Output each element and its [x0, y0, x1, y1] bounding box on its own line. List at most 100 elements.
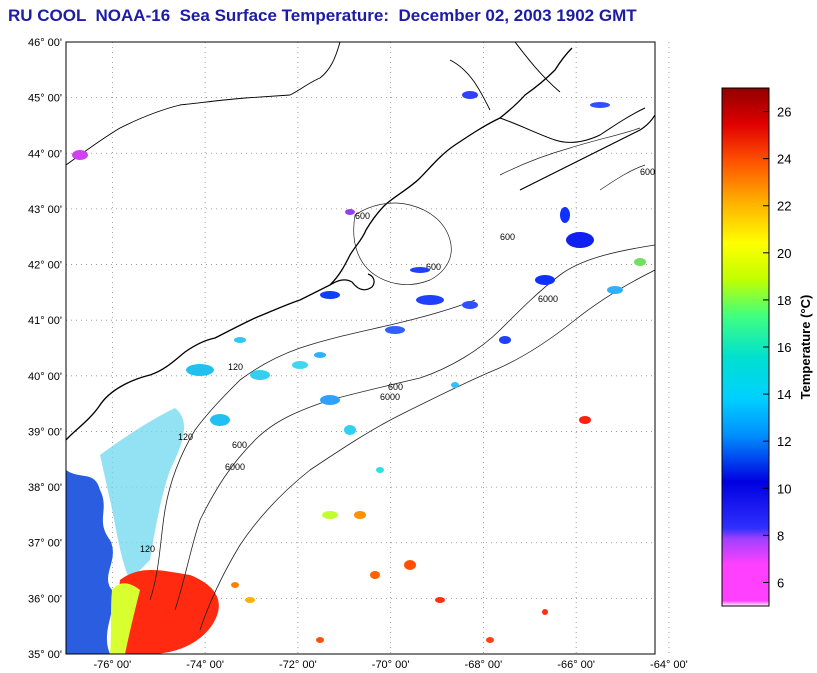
- lat-label: 38° 00': [28, 482, 62, 494]
- colorbar-ticks: 26 24 22 20 18 16 14 12 10 8 6: [763, 105, 791, 590]
- sst-patch: [566, 232, 594, 248]
- isobath-label-120c: 120: [140, 544, 155, 554]
- isobath-label-120: 120: [228, 362, 243, 372]
- state-border-north: [289, 42, 341, 96]
- sst-patch: [376, 467, 384, 473]
- colorbar-tick-label: 26: [777, 105, 791, 120]
- gulf-of-maine-isobath: [353, 202, 452, 285]
- lat-label: 43° 00': [28, 204, 62, 216]
- map-content: 120 600 6000 600 6000 120 120 600 600 60…: [66, 42, 655, 654]
- isobath-label-600d: 600: [426, 262, 441, 272]
- colorbar-tick-label: 12: [777, 434, 791, 449]
- lat-label: 40° 00': [28, 371, 62, 383]
- lon-label: -74° 00': [186, 659, 224, 671]
- sst-patch: [634, 258, 646, 266]
- chesapeake-bay-water: [66, 470, 114, 654]
- sst-patch: [404, 560, 416, 570]
- sst-patch: [210, 414, 230, 426]
- cape-hatteras-warm-water: [116, 570, 219, 654]
- lat-label: 42° 00': [28, 260, 62, 272]
- lon-label: -68° 00': [465, 659, 503, 671]
- lon-label: -64° 00': [650, 659, 688, 671]
- state-border-ne: [449, 42, 561, 111]
- lon-label: -72° 00': [279, 659, 317, 671]
- sst-patch: [322, 511, 338, 519]
- sst-patch: [607, 286, 623, 294]
- colorbar-tick-label: 6: [777, 575, 784, 590]
- sst-patch: [416, 295, 444, 305]
- sst-patch: [435, 597, 445, 603]
- bay-of-fundy-coast: [499, 107, 646, 143]
- sst-patch: [234, 337, 246, 343]
- sst-patch: [499, 336, 511, 344]
- coastal-shelf-water-cyan: [100, 408, 185, 580]
- sst-patch: [314, 352, 326, 358]
- sst-patch: [320, 291, 340, 299]
- isobath-label-600e: 600: [355, 211, 370, 221]
- colorbar-tick-label: 20: [777, 246, 791, 261]
- colorbar-tick-label: 16: [777, 340, 791, 355]
- lat-label: 37° 00': [28, 538, 62, 550]
- longitude-labels: -76° 00' -74° 00' -72° 00' -70° 00' -68° 00'…: [94, 659, 688, 671]
- sst-patch: [385, 326, 405, 334]
- isobath-label-120b: 120: [178, 432, 193, 442]
- isobath-120: [149, 299, 476, 601]
- map-frame: [65, 41, 656, 655]
- sst-patch: [486, 637, 494, 643]
- sst-patch: [542, 609, 548, 615]
- sst-patch: [462, 91, 478, 99]
- sst-patches: [72, 91, 646, 643]
- sst-patch: [590, 102, 610, 108]
- graticule: [66, 42, 670, 654]
- nova-scotia-coast: [519, 114, 655, 191]
- sst-patch: [231, 582, 239, 588]
- sst-patch: [345, 209, 355, 215]
- coastline: [66, 47, 573, 441]
- isobath-600: [174, 244, 655, 611]
- isobath-label-600: 600: [232, 440, 247, 450]
- colorbar-tick-label: 8: [777, 528, 784, 543]
- lat-label: 36° 00': [28, 593, 62, 605]
- sst-patch: [245, 597, 255, 603]
- sst-patch: [186, 364, 214, 376]
- sst-patch: [354, 511, 366, 519]
- lon-label: -76° 00': [94, 659, 132, 671]
- latitude-labels: 46° 00' 45° 00' 44° 00' 43° 00' 42° 00' 41° 0…: [28, 37, 62, 661]
- scotian-shelf-isobath: [499, 127, 646, 191]
- isobath-label-600b: 600: [388, 382, 403, 392]
- isobath-label-6000: 6000: [380, 392, 400, 402]
- lon-label: -70° 00': [372, 659, 410, 671]
- sst-patch: [535, 275, 555, 285]
- isobath-label-6000c: 6000: [538, 294, 558, 304]
- hatteras-yellow-green-band: [110, 583, 140, 654]
- isobath-label-600f: 600: [640, 167, 655, 177]
- colorbar-tick-label: 22: [777, 199, 791, 214]
- sst-patch: [292, 361, 308, 369]
- temperature-colorbar: [721, 87, 770, 607]
- colorbar-title: Temperature (°C): [798, 295, 813, 400]
- sst-patch: [560, 207, 570, 223]
- sst-patch: [72, 150, 88, 160]
- lat-label: 35° 00': [28, 649, 62, 661]
- colorbar-tick-label: 14: [777, 387, 791, 402]
- isobath-6000: [199, 269, 655, 631]
- map-title: RU COOL NOAA-16 Sea Surface Temperature:…: [8, 6, 637, 25]
- sst-patch: [250, 370, 270, 380]
- colorbar-tick-label: 24: [777, 152, 791, 167]
- sst-patch: [320, 395, 340, 405]
- sst-patch: [344, 425, 356, 435]
- lat-label: 45° 00': [28, 93, 62, 105]
- lat-label: 41° 00': [28, 315, 62, 327]
- sst-patch: [462, 301, 478, 309]
- sst-patch: [451, 382, 459, 388]
- sst-patch: [316, 637, 324, 643]
- lat-label: 46° 00': [28, 37, 62, 49]
- map-plot-area: [66, 42, 655, 654]
- sst-patch: [410, 267, 430, 273]
- isobath-label-6000b: 6000: [225, 462, 245, 472]
- cape-cod-coast: [329, 273, 375, 291]
- colorbar-tick-label: 10: [777, 481, 791, 496]
- sst-patch: [579, 416, 591, 424]
- state-border: [66, 94, 291, 166]
